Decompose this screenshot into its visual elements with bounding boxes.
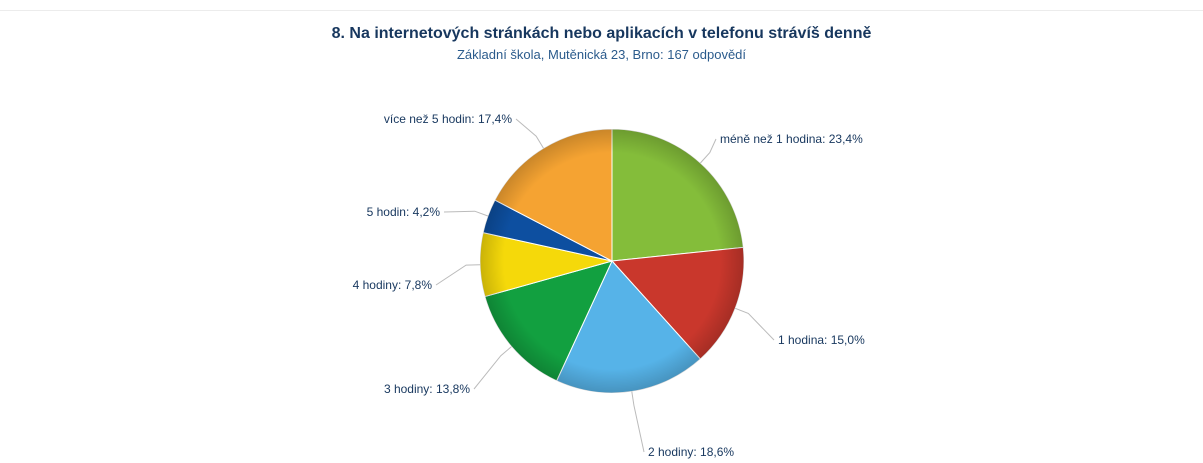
leader-line-2-hodiny: [631, 391, 645, 453]
pie-leader-lines: [435, 118, 775, 453]
chart-subtitle: Základní škola, Mutěnická 23, Brno: 167 …: [456, 47, 747, 62]
slice-label-4-hodiny: 4 hodiny: 7,8%: [353, 278, 433, 292]
slice-label-3-hodiny: 3 hodiny: 13,8%: [384, 382, 470, 396]
pie-slices: [479, 128, 745, 394]
slice-label-1-hodina: 1 hodina: 15,0%: [778, 333, 865, 347]
pie-labels: méně než 1 hodina: 23,4% 1 hodina: 15,0% 2…: [353, 112, 865, 459]
pie-slice-mene-nez-1-hodina[interactable]: [611, 128, 744, 262]
slice-label-2-hodiny: 2 hodiny: 18,6%: [648, 445, 734, 459]
leader-line-mene-nez-1-hodina: [700, 138, 717, 164]
slice-label-mene-nez-1-hodina: méně než 1 hodina: 23,4%: [720, 132, 863, 146]
leader-line-3-hodiny: [473, 346, 512, 390]
top-divider: [0, 10, 1203, 11]
chart-title: 8. Na internetových stránkách nebo aplik…: [331, 25, 872, 42]
leader-line-1-hodina: [735, 307, 775, 341]
leader-line-vice-nez-5-hodin: [515, 118, 544, 149]
leader-line-4-hodiny: [435, 264, 481, 286]
slice-label-vice-nez-5-hodin: více než 5 hodin: 17,4%: [384, 112, 512, 126]
slice-label-5-hodin: 5 hodin: 4,2%: [367, 205, 441, 219]
leader-line-5-hodin: [443, 210, 489, 217]
